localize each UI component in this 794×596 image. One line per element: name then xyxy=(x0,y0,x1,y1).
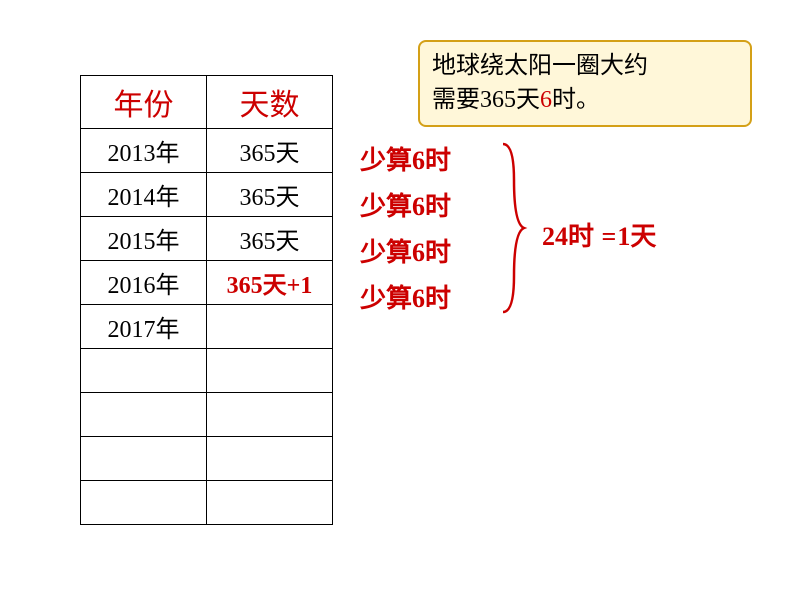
table-row xyxy=(81,481,333,525)
cell-days: 365天 xyxy=(207,217,333,261)
cell-days-special: 365天+1 xyxy=(207,261,333,305)
curly-brace-icon xyxy=(498,140,528,316)
brace-days: 1天 xyxy=(617,222,656,251)
header-days: 天数 xyxy=(207,76,333,129)
cell-year xyxy=(81,437,207,481)
callout-line1: 地球绕太阳一圈大约 xyxy=(432,53,648,79)
header-year: 年份 xyxy=(81,76,207,129)
info-callout: 地球绕太阳一圈大约 需要365天6时。 xyxy=(418,40,752,127)
table-row: 2015年 365天 xyxy=(81,217,333,261)
cell-days: 365天 xyxy=(207,173,333,217)
cell-days: 365天 xyxy=(207,129,333,173)
cell-year xyxy=(81,349,207,393)
note-less-6: 少算6时 xyxy=(360,140,451,177)
table-row: 2014年 365天 xyxy=(81,173,333,217)
cell-days xyxy=(207,349,333,393)
table-row: 2013年 365天 xyxy=(81,129,333,173)
callout-red-number: 6 xyxy=(540,87,552,113)
cell-year: 2013年 xyxy=(81,129,207,173)
table-row: 2016年 365天+1 xyxy=(81,261,333,305)
note-less-6: 少算6时 xyxy=(360,278,451,315)
brace-hours: 24时 xyxy=(542,222,594,251)
cell-year: 2017年 xyxy=(81,305,207,349)
table-row xyxy=(81,349,333,393)
cell-year: 2016年 xyxy=(81,261,207,305)
callout-line2-post: 时。 xyxy=(552,87,600,113)
table-row: 2017年 xyxy=(81,305,333,349)
cell-days xyxy=(207,481,333,525)
cell-year: 2014年 xyxy=(81,173,207,217)
year-days-table: 年份 天数 2013年 365天 2014年 365天 2015年 365天 2… xyxy=(80,75,333,525)
brace-eq: = xyxy=(594,222,617,251)
cell-year xyxy=(81,393,207,437)
table-row xyxy=(81,437,333,481)
note-less-6: 少算6时 xyxy=(360,232,451,269)
cell-days xyxy=(207,305,333,349)
callout-line2-pre: 需要365天 xyxy=(432,87,540,113)
cell-days xyxy=(207,437,333,481)
cell-year: 2015年 xyxy=(81,217,207,261)
table-row xyxy=(81,393,333,437)
cell-year xyxy=(81,481,207,525)
brace-icon xyxy=(498,140,528,316)
cell-days xyxy=(207,393,333,437)
brace-label: 24时 =1天 xyxy=(542,216,656,253)
table-header-row: 年份 天数 xyxy=(81,76,333,129)
note-less-6: 少算6时 xyxy=(360,186,451,223)
